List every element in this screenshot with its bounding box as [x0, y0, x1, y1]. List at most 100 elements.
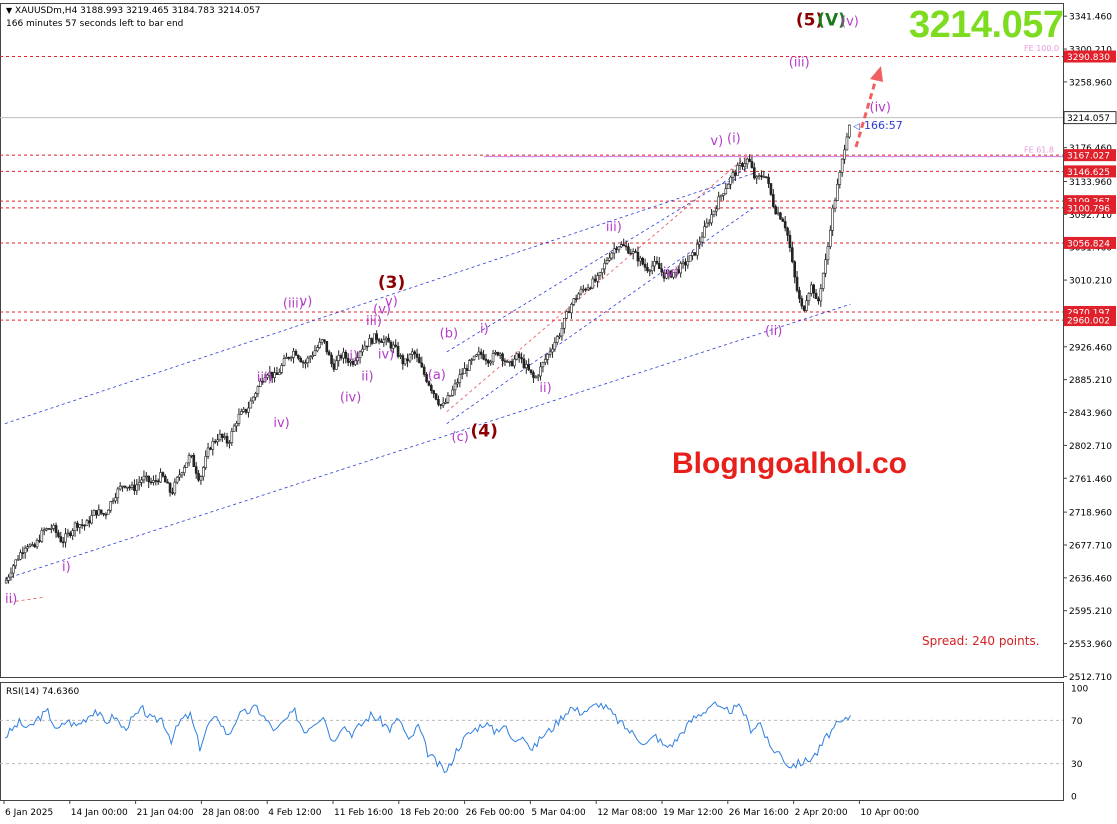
y-tick-label: 3010.210 [1069, 277, 1112, 287]
candle-body [52, 525, 55, 529]
x-tick-label: 6 Jan 2025 [5, 808, 53, 818]
candle-body [769, 183, 773, 195]
candle-body [263, 377, 267, 383]
candle-body [254, 393, 257, 398]
candle-body [54, 525, 58, 533]
candle-body [681, 261, 685, 264]
candle-body [807, 293, 811, 302]
bar-timer-label: 166:57 [864, 119, 903, 132]
candle-body [126, 486, 129, 489]
candle-body [833, 200, 837, 209]
candle-body [608, 257, 611, 261]
candle-body [560, 327, 564, 337]
candle-body [351, 360, 355, 365]
candle-body [92, 510, 96, 516]
price-level-tag [1064, 50, 1116, 63]
candle-body [358, 351, 362, 358]
y-tick-label: 2761.460 [1069, 475, 1112, 485]
candle-body [330, 354, 333, 365]
candle-body [237, 413, 241, 424]
collapse-triangle-icon[interactable]: ▼ [6, 6, 13, 15]
wave-label: (c) [452, 430, 469, 445]
candle-body [156, 480, 160, 483]
candle-body [323, 339, 326, 342]
candle-body [636, 252, 640, 262]
candle-body [783, 221, 787, 229]
x-tick-label: 12 Mar 08:00 [597, 808, 657, 818]
candle-body [788, 235, 792, 248]
candle-body [111, 500, 115, 503]
y-tick-label: 3341.460 [1069, 13, 1112, 23]
candle-body [672, 272, 675, 278]
rsi-label: RSI(14) 74.6360 [6, 687, 79, 697]
candle-body [149, 481, 153, 484]
candle-body [209, 447, 212, 450]
candle-body [843, 149, 846, 160]
candle-body [399, 355, 402, 357]
y-tick-label: 2553.960 [1069, 640, 1112, 650]
channel-line [4, 172, 756, 425]
candle-body [821, 272, 825, 289]
candle-body [304, 362, 307, 365]
candle-body [586, 287, 590, 291]
candle-body [643, 263, 647, 268]
price-level-tag-text: 2970.197 [1067, 308, 1110, 318]
candle-body [197, 473, 200, 481]
candle-body [375, 333, 378, 340]
rsi-pane-border [0, 682, 1064, 801]
candle-body [356, 357, 359, 361]
candle-body [679, 263, 682, 274]
candle-body [354, 360, 357, 365]
candle-body [686, 261, 690, 266]
x-tick-label: 4 Feb 12:00 [268, 808, 322, 818]
candle-body [779, 212, 782, 220]
candle-body [116, 488, 120, 499]
price-level-tag [1064, 236, 1116, 249]
candle-body [64, 533, 67, 543]
candle-body [567, 311, 571, 314]
y-tick-label: 3258.960 [1069, 78, 1112, 88]
symbol-header: ▼ XAUUSDm,H4 3188.993 3219.465 3184.783 … [6, 6, 261, 16]
candle-body [572, 298, 576, 305]
candle-body [814, 292, 818, 300]
candle-body [460, 373, 464, 375]
candle-body [437, 399, 440, 405]
channel-line [446, 166, 749, 353]
wave-trend-line [446, 156, 747, 413]
candle-body [748, 158, 751, 162]
candle-body [536, 375, 540, 378]
candle-body [786, 227, 789, 236]
price-level-tag [1064, 165, 1116, 178]
candle-body [225, 436, 229, 444]
candle-body [726, 183, 730, 189]
candle-body [760, 175, 763, 178]
fe-label: FE 61.8 [1024, 145, 1054, 154]
candle-body [123, 485, 127, 488]
candle-body [206, 447, 210, 457]
rsi-line [4, 701, 851, 774]
candle-body [453, 383, 457, 391]
candle-body [251, 396, 255, 402]
channel-line [4, 303, 851, 580]
candle-body [12, 565, 15, 574]
candle-body [660, 268, 663, 273]
rsi-tick-label: 70 [1071, 717, 1083, 727]
candle-body [175, 476, 179, 483]
candle-body [240, 411, 243, 415]
candle-body [389, 341, 393, 349]
candle-body [361, 348, 364, 353]
candle-body [339, 355, 343, 359]
candle-body [121, 485, 124, 488]
candle-body [66, 532, 70, 535]
wave-label: iii) [606, 220, 622, 235]
candle-body [394, 344, 397, 347]
candle-body [308, 356, 312, 359]
candle-body [45, 528, 48, 531]
candle-body [605, 260, 609, 264]
y-tick-label: 2926.460 [1069, 343, 1112, 353]
candle-body [791, 247, 794, 262]
wave-label: v) [300, 295, 313, 310]
candle-body [154, 480, 158, 482]
candle-body [667, 270, 671, 274]
